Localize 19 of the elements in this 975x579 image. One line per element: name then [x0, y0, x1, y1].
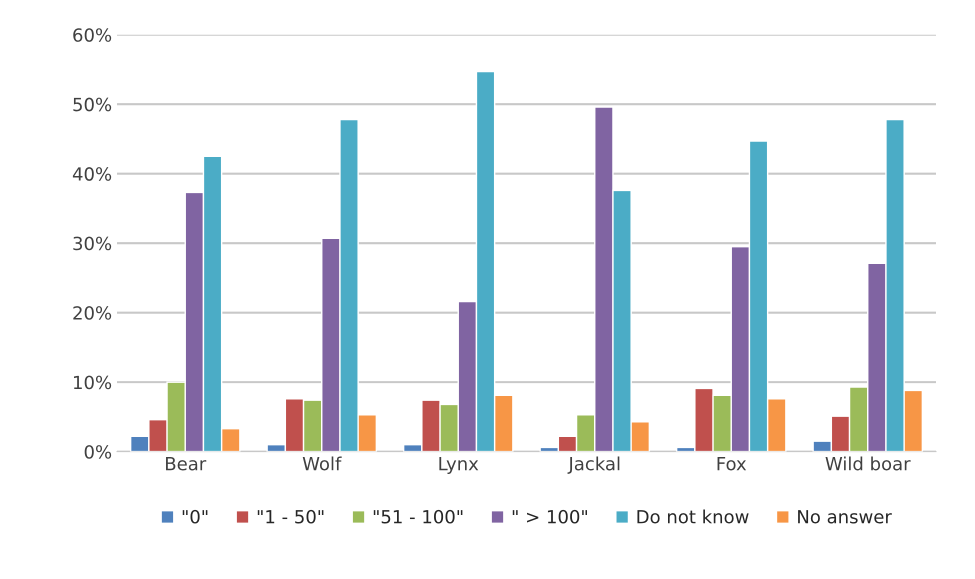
y-tick-label: 50% [73, 98, 112, 112]
legend-label: " > 100" [512, 510, 587, 524]
y-tick-label: 60% [73, 28, 112, 42]
legend-label: No answer [798, 510, 892, 524]
legend-label: "51 - 100" [374, 510, 462, 524]
legend-label: "0" [182, 510, 208, 524]
x-tick-label: Lynx [439, 457, 478, 474]
y-tick-label: 20% [73, 306, 112, 320]
x-tick-label: Wild boar [826, 456, 911, 470]
y-tick-label: 40% [72, 167, 112, 181]
x-tick-label: Bear [166, 457, 206, 470]
y-tick-label: 0% [84, 445, 112, 459]
x-tick-label: Wolf [302, 456, 342, 470]
x-tick-label: Fox [718, 457, 746, 470]
y-tick-label: 10% [74, 376, 112, 390]
legend-label: "1 - 50" [258, 510, 324, 524]
y-tick-label: 30% [73, 236, 112, 250]
x-tick-label: Jackal [568, 456, 620, 474]
legend-label: Do not know [637, 510, 749, 524]
